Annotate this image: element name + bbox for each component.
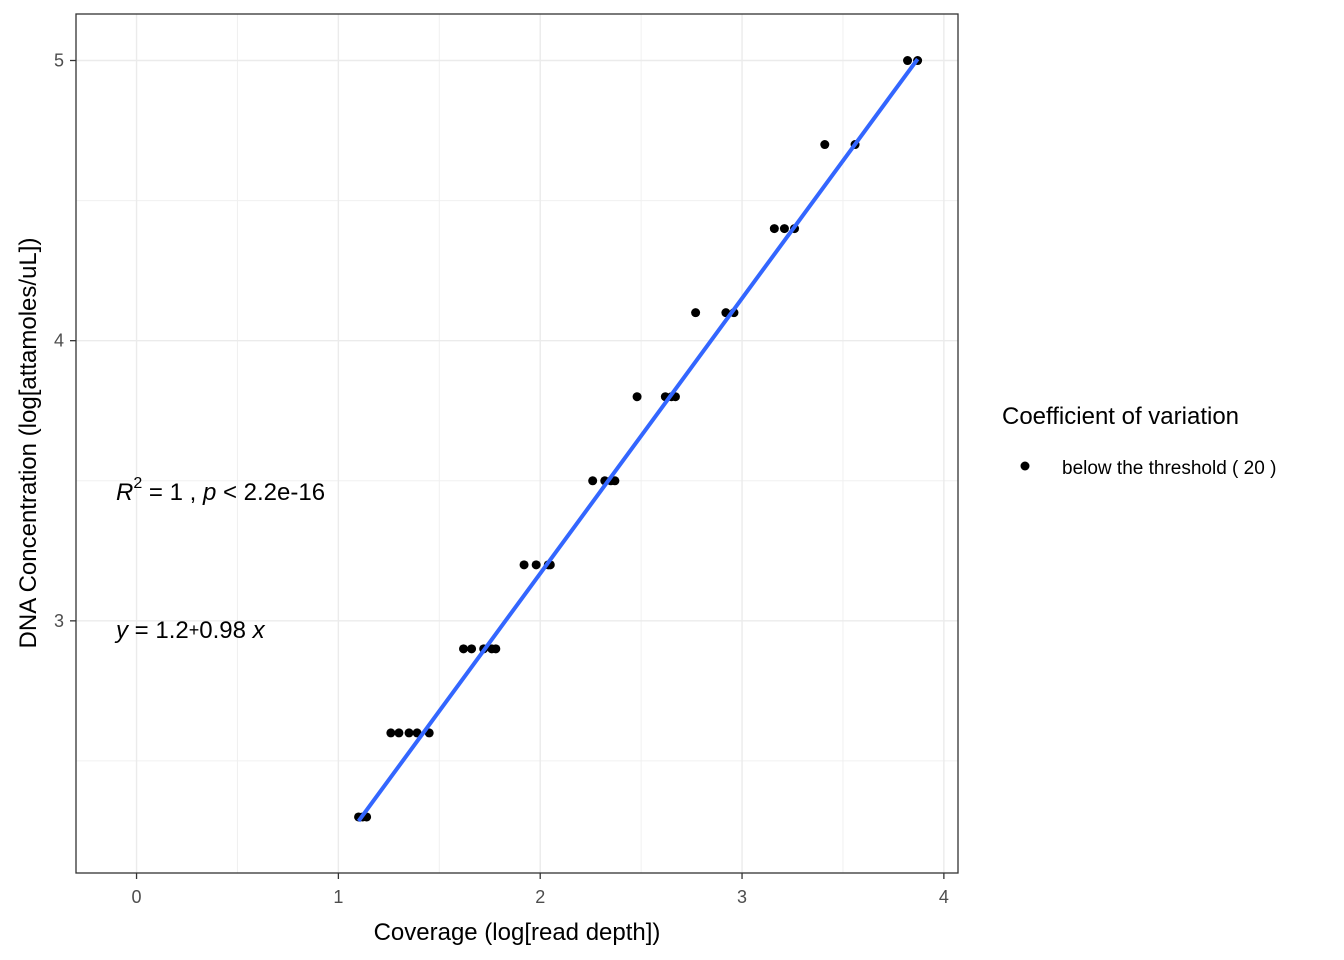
legend-label: below the threshold ( 20 ) <box>1062 458 1276 479</box>
y-axis-title: DNA Concentration (log[attamoles/uL]) <box>15 238 42 649</box>
x-axis-title: Coverage (log[read depth]) <box>374 919 661 946</box>
data-point <box>691 308 701 318</box>
y-tick-label: 5 <box>54 51 64 71</box>
y-tick-label: 4 <box>54 331 64 351</box>
data-point <box>779 224 789 234</box>
y-tick-label: 3 <box>54 611 64 631</box>
data-point <box>903 56 913 66</box>
panel-border <box>75 13 959 874</box>
data-point <box>459 644 469 654</box>
legend: Coefficient of variation below the thres… <box>1002 403 1276 479</box>
x-tick-label: 2 <box>535 887 545 907</box>
x-tick-label: 0 <box>132 887 142 907</box>
legend-title: Coefficient of variation <box>1002 403 1239 430</box>
data-point <box>820 140 830 150</box>
x-axis-ticks: 0 1 2 3 4 <box>132 873 949 907</box>
major-gridlines <box>76 14 958 873</box>
data-point <box>588 476 598 486</box>
minor-gridlines <box>76 14 958 873</box>
regression-equation: y = 1.2+0.98 x <box>114 617 266 644</box>
data-points <box>354 56 923 822</box>
x-tick-label: 4 <box>939 887 949 907</box>
data-point <box>394 728 404 738</box>
regression-line <box>356 57 920 823</box>
y-axis-ticks: 3 4 5 <box>54 51 76 631</box>
plot-panel <box>76 14 958 873</box>
data-point <box>467 644 477 654</box>
data-point <box>386 728 396 738</box>
data-point <box>519 560 529 570</box>
data-point <box>610 476 620 486</box>
x-tick-label: 3 <box>737 887 747 907</box>
x-tick-label: 1 <box>333 887 343 907</box>
legend-key-point <box>1020 461 1030 471</box>
data-point <box>404 728 414 738</box>
data-point <box>491 644 501 654</box>
data-point <box>632 392 642 402</box>
data-point <box>531 560 541 570</box>
data-point <box>769 224 779 234</box>
r-squared-annotation: R2 = 1 , p < 2.2e-16 <box>116 475 325 506</box>
